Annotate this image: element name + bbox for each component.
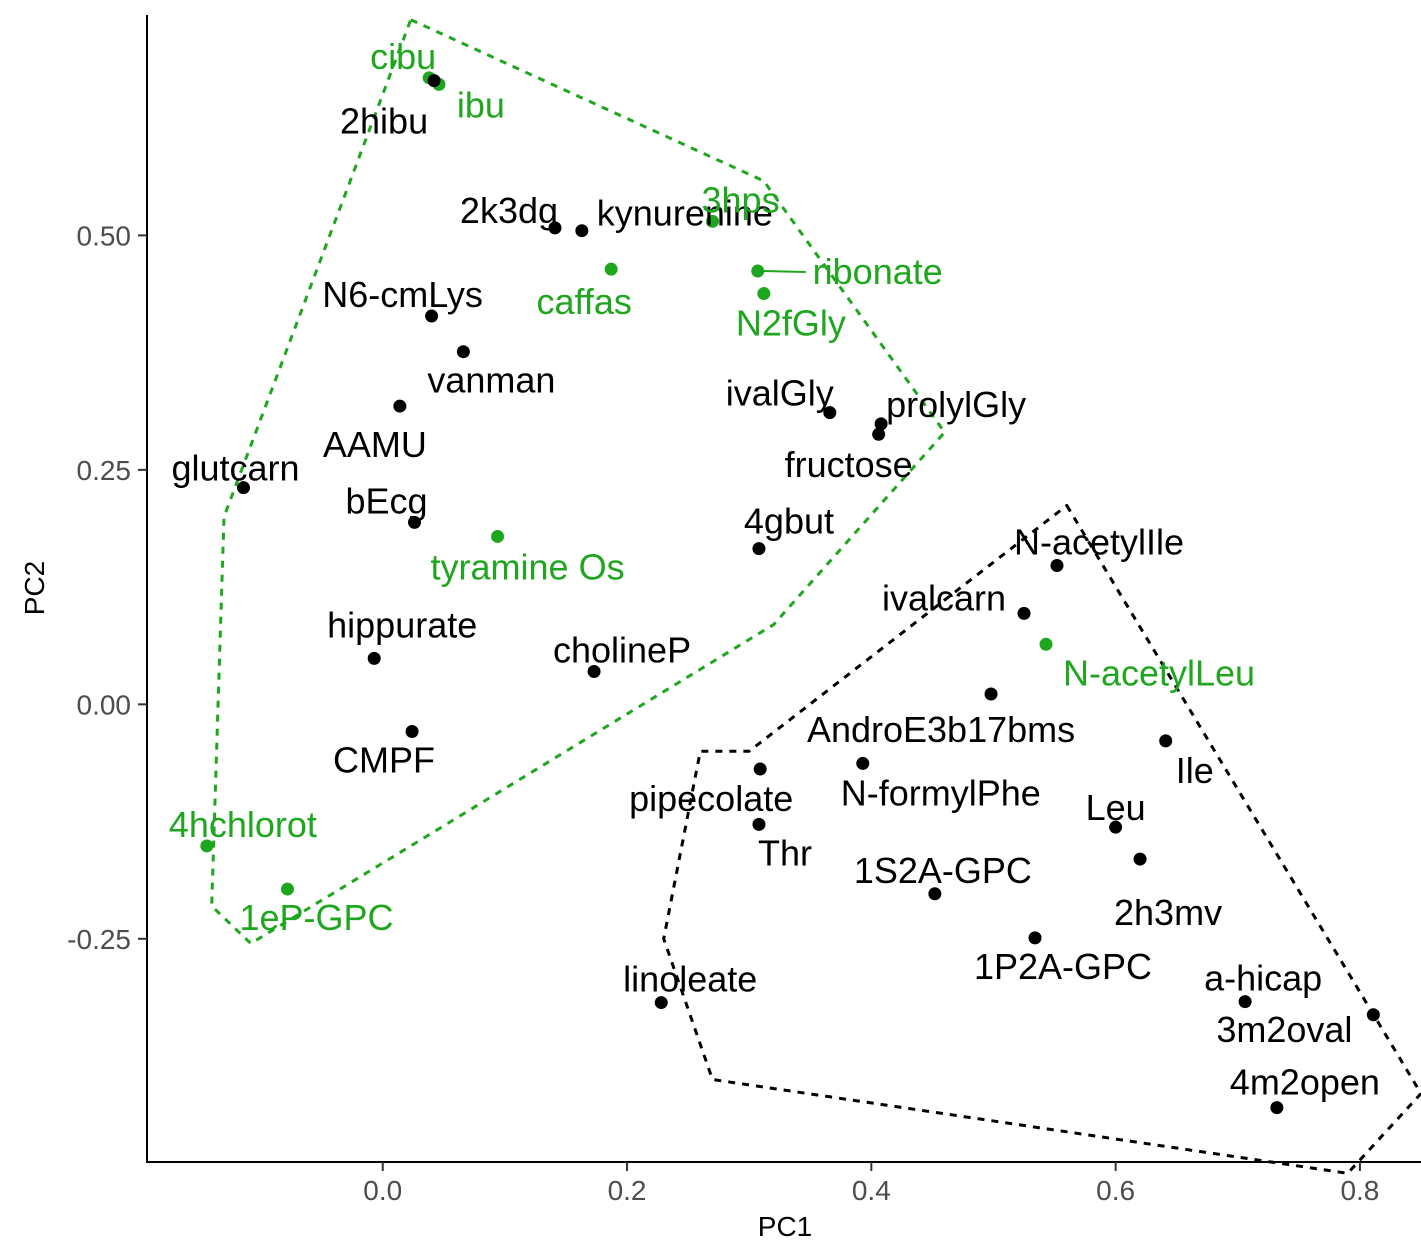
label-1p2a-gpc: 1P2A-GPC [974,946,1152,987]
point-aamu [393,399,407,413]
x-tick-label: 0.0 [363,1175,402,1206]
label-thr: Thr [758,832,812,873]
label-becg: bEcg [345,480,427,521]
point-linoleate [654,996,668,1010]
y-tick-label: 0.00 [77,689,132,720]
label-prolylgly: prolylGly [886,384,1026,425]
point-n6-cmlys [425,309,439,323]
point-leu [1109,820,1123,834]
label-vanman: vanman [427,360,555,401]
point-4hchlorot [200,839,214,853]
x-tick-label: 0.4 [852,1175,891,1206]
point-glutcarn [236,481,250,495]
label-linoleate: linoleate [623,959,757,1000]
point-ribonate [751,264,765,278]
label-hippurate: hippurate [327,604,477,645]
cluster-hull-1 [210,18,947,945]
point-1s2a-gpc [928,887,942,901]
axes [146,15,1421,1163]
label-4gbut: 4gbut [744,501,834,542]
point-cholinep [587,665,601,679]
point-3m2oval [1366,1008,1380,1022]
y-tick-label: 0.50 [77,220,132,251]
y-tick-label: -0.25 [67,924,131,955]
point-hippurate [367,651,381,665]
label-pipecolate: pipecolate [629,778,793,819]
point-3hps [706,214,720,228]
y-tick-label: 0.25 [77,455,132,486]
label-1ep-gpc: 1eP-GPC [239,897,393,938]
label-tyramine-os: tyramine Os [431,546,625,587]
point-androe3b17bms [984,687,998,701]
label-ivalcarn: ivalcarn [882,577,1006,618]
cluster-hull-2 [662,504,1421,1175]
cluster-hulls [210,18,1421,1175]
point-vanman [456,345,470,359]
y-axis-title: PC2 [19,561,50,615]
point-2h3mv [1133,852,1147,866]
point-2k3dg [548,221,562,235]
point-cmpf [405,725,419,739]
label-androe3b17bms: AndroE3b17bms [807,709,1075,750]
label-n2fgly: N2fGly [736,303,846,344]
point-n2fgly [757,287,771,301]
x-tick-label: 0.8 [1340,1175,1379,1206]
label-caffas: caffas [536,281,631,322]
label-4m2open: 4m2open [1230,1062,1380,1103]
point-4gbut [752,542,766,556]
label-3hps: 3hps [702,179,780,220]
point-n-acetylile [1050,559,1064,573]
label-leader-ribonate [763,270,806,274]
point-tyramine-os [491,529,505,543]
y-ticks: -0.25 0.00 0.25 0.50 [67,220,147,955]
label-fructose: fructose [785,444,913,485]
point-a-hicap [1238,995,1252,1009]
label-cholinep: cholineP [553,630,691,671]
point-ivalgly [823,406,837,420]
label-kynurenine: kynurenine [597,193,773,234]
point-n-acetylleu [1039,637,1053,651]
point-prolylgly [874,417,888,431]
label-ivalgly: ivalGly [726,373,834,414]
label-n-formylphe: N-formylPhe [841,772,1041,813]
point-ile [1159,734,1173,748]
label-glutcarn: glutcarn [171,448,299,489]
point-n-formylphe [856,756,870,770]
x-axis-title: PC1 [758,1211,812,1240]
x-ticks: 0.0 0.2 0.4 0.6 0.8 [363,1162,1379,1206]
point-1ep-gpc [280,882,294,896]
point-caffas [604,262,618,276]
label-1s2a-gpc: 1S2A-GPC [854,850,1032,891]
label-ribonate: ribonate [813,251,943,292]
label-ile: Ile [1176,750,1214,791]
label-2h3mv: 2h3mv [1114,892,1222,933]
point-thr [752,817,766,831]
label-n-acetylile: N-acetylIle [1014,522,1184,563]
point-pipecolate [753,762,767,776]
label-2hibu: 2hibu [340,101,428,142]
data-points [200,71,1380,1115]
label-leu: Leu [1086,787,1146,828]
point-kynurenine [575,224,589,238]
x-tick-label: 0.2 [608,1175,647,1206]
label-cmpf: CMPF [333,740,435,781]
point-2hibu [427,74,441,88]
point-1p2a-gpc [1028,931,1042,945]
label-n-acetylleu: N-acetylLeu [1063,652,1255,693]
label-3m2oval: 3m2oval [1216,1009,1352,1050]
label-n6-cmlys: N6-cmLys [322,274,483,315]
point-ivalcarn [1017,606,1031,620]
label-4hchlorot: 4hchlorot [169,804,317,845]
label-ibu: ibu [457,84,505,125]
label-a-hicap: a-hicap [1204,958,1322,999]
point-becg [408,515,422,529]
point-4m2open [1270,1101,1284,1115]
label-cibu: cibu [370,36,436,77]
x-tick-label: 0.6 [1096,1175,1135,1206]
point-fructose [872,427,886,441]
label-aamu: AAMU [323,424,427,465]
label-2k3dg: 2k3dg [460,190,558,231]
